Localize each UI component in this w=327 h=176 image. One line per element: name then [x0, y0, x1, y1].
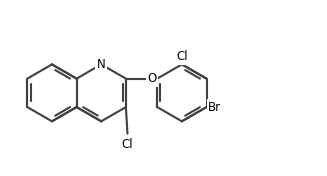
- Text: O: O: [147, 72, 157, 85]
- Text: Cl: Cl: [176, 50, 188, 63]
- Text: Br: Br: [208, 100, 221, 114]
- Text: N: N: [97, 58, 106, 71]
- Text: Cl: Cl: [122, 138, 133, 151]
